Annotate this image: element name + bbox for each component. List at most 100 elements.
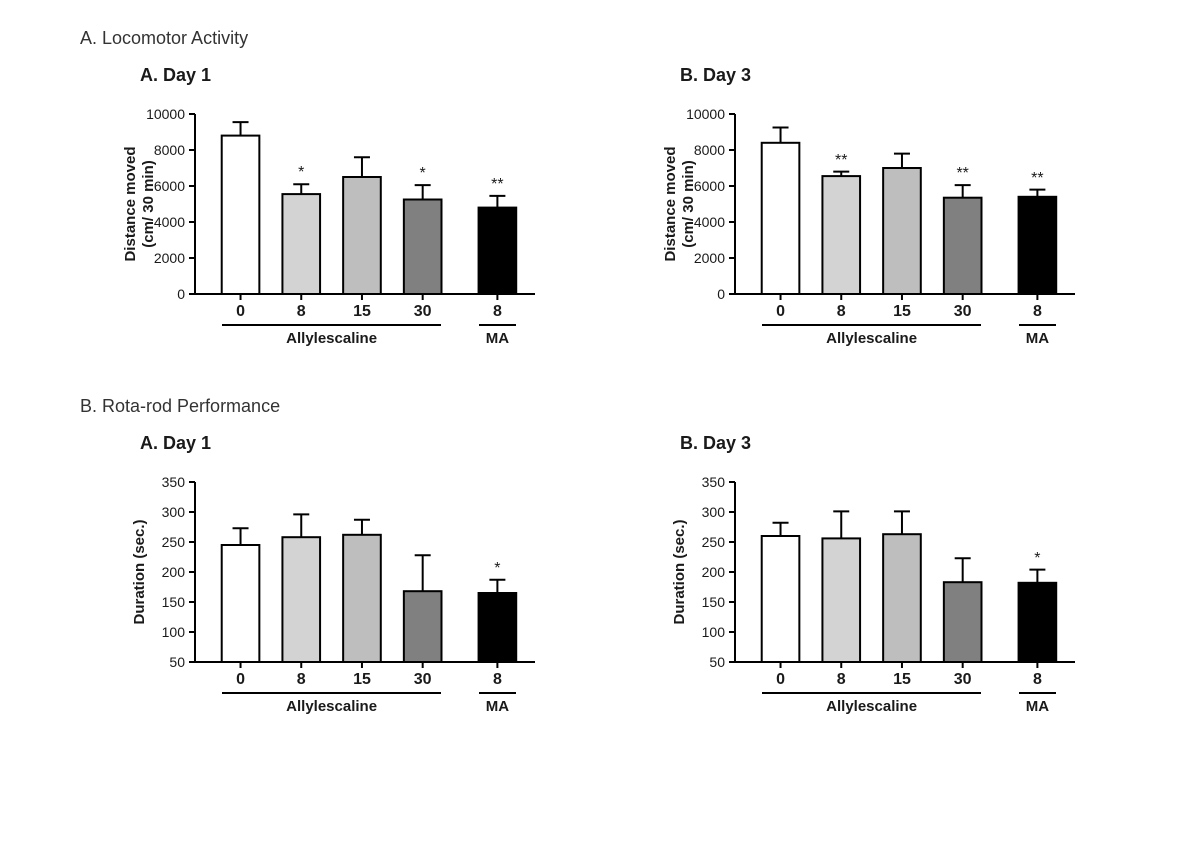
svg-text:8: 8 <box>297 303 306 320</box>
panel-locomotor-day1: A. Day 1 02000400060008000100000815308Di… <box>100 59 570 336</box>
svg-text:0: 0 <box>776 303 785 320</box>
y-axis-label: Distance moved (cm/ 30 min) <box>122 146 158 261</box>
panel-rotarod-day1: A. Day 1 501001502002503003500815308Dura… <box>100 427 570 704</box>
svg-text:350: 350 <box>162 474 186 490</box>
bar <box>822 176 860 294</box>
significance-marker: ** <box>835 152 847 170</box>
bar <box>222 545 260 662</box>
group-label: Allylescaline <box>286 698 377 715</box>
svg-text:250: 250 <box>162 534 186 550</box>
svg-text:300: 300 <box>162 504 186 520</box>
bar <box>404 591 442 662</box>
svg-text:250: 250 <box>702 534 726 550</box>
significance-marker: * <box>420 165 426 183</box>
svg-text:6000: 6000 <box>694 178 725 194</box>
svg-text:0: 0 <box>177 286 185 302</box>
svg-text:15: 15 <box>893 671 911 688</box>
svg-text:100: 100 <box>702 624 726 640</box>
chart-p1: 02000400060008000100000815308Distance mo… <box>100 96 550 336</box>
bar <box>343 177 381 294</box>
y-axis-label: Distance moved (cm/ 30 min) <box>662 146 698 261</box>
bar <box>282 537 320 662</box>
group-label: Allylescaline <box>826 330 917 347</box>
svg-text:15: 15 <box>893 303 911 320</box>
bar <box>944 198 982 294</box>
svg-text:4000: 4000 <box>154 214 185 230</box>
panel-title-p1: A. Day 1 <box>140 65 570 86</box>
bar <box>479 593 517 662</box>
svg-text:8: 8 <box>837 303 846 320</box>
bar <box>762 143 800 294</box>
group-label: MA <box>486 698 509 715</box>
bar <box>762 536 800 662</box>
svg-text:0: 0 <box>236 303 245 320</box>
panel-title-p4: B. Day 3 <box>680 433 1110 454</box>
svg-text:8: 8 <box>493 671 502 688</box>
svg-text:10000: 10000 <box>686 106 725 122</box>
svg-text:200: 200 <box>702 564 726 580</box>
chart-p3: 501001502002503003500815308Duration (sec… <box>100 464 550 704</box>
chart-p2: 0 2000 4000 6000 8000 10000 0 8 15 30 8 Distance mo… <box>640 96 1090 336</box>
group-label: Allylescaline <box>286 330 377 347</box>
svg-text:30: 30 <box>414 303 432 320</box>
svg-text:2000: 2000 <box>154 250 185 266</box>
section-rotarod-title: B. Rota-rod Performance <box>80 396 1179 417</box>
y-axis-label: Duration (sec.) <box>131 519 149 624</box>
significance-marker: * <box>1034 550 1040 568</box>
bar <box>822 538 860 662</box>
group-label: Allylescaline <box>826 698 917 715</box>
svg-text:50: 50 <box>709 654 725 670</box>
row-locomotor: A. Day 1 0 2000 4000 6000 8000 10000 0 8 15 30 8 Di… <box>100 59 1179 336</box>
svg-text:10000: 10000 <box>146 106 185 122</box>
svg-text:300: 300 <box>702 504 726 520</box>
group-underline <box>222 692 442 694</box>
bar <box>944 582 982 662</box>
svg-text:8: 8 <box>297 671 306 688</box>
bar <box>883 168 921 294</box>
bar <box>1019 583 1057 662</box>
group-underline <box>762 324 982 326</box>
svg-text:150: 150 <box>162 594 186 610</box>
section-locomotor-title: A. Locomotor Activity <box>80 28 1179 49</box>
svg-text:8000: 8000 <box>694 142 725 158</box>
group-underline <box>479 324 517 326</box>
bar <box>282 194 320 294</box>
panel-rotarod-day3: B. Day 3 501001502002503003500815308Dura… <box>640 427 1110 704</box>
svg-text:8: 8 <box>1033 671 1042 688</box>
group-label: MA <box>486 330 509 347</box>
bar <box>883 534 921 662</box>
bar <box>404 200 442 295</box>
bar <box>343 535 381 662</box>
svg-text:50: 50 <box>169 654 185 670</box>
y-axis-label: Duration (sec.) <box>671 519 689 624</box>
svg-text:6000: 6000 <box>154 178 185 194</box>
svg-text:30: 30 <box>954 303 972 320</box>
group-underline <box>222 324 442 326</box>
svg-text:0: 0 <box>236 671 245 688</box>
bar <box>479 208 517 294</box>
svg-text:0: 0 <box>717 286 725 302</box>
bar <box>222 136 260 294</box>
panel-title-p2: B. Day 3 <box>680 65 1110 86</box>
svg-text:350: 350 <box>702 474 726 490</box>
svg-text:30: 30 <box>954 671 972 688</box>
significance-marker: * <box>494 560 500 578</box>
svg-text:8000: 8000 <box>154 142 185 158</box>
svg-text:150: 150 <box>702 594 726 610</box>
panel-locomotor-day3: B. Day 3 0 2000 4000 6000 8000 10000 0 8 15 30 8 Di… <box>640 59 1110 336</box>
significance-marker: ** <box>491 176 503 194</box>
svg-text:100: 100 <box>162 624 186 640</box>
svg-text:0: 0 <box>776 671 785 688</box>
svg-text:2000: 2000 <box>694 250 725 266</box>
group-underline <box>479 692 517 694</box>
svg-text:4000: 4000 <box>694 214 725 230</box>
group-underline <box>1019 692 1057 694</box>
group-underline <box>1019 324 1057 326</box>
group-label: MA <box>1026 330 1049 347</box>
svg-text:15: 15 <box>353 303 371 320</box>
svg-text:15: 15 <box>353 671 371 688</box>
svg-text:200: 200 <box>162 564 186 580</box>
significance-marker: ** <box>1031 170 1043 188</box>
bar <box>1019 197 1057 294</box>
svg-text:8: 8 <box>1033 303 1042 320</box>
